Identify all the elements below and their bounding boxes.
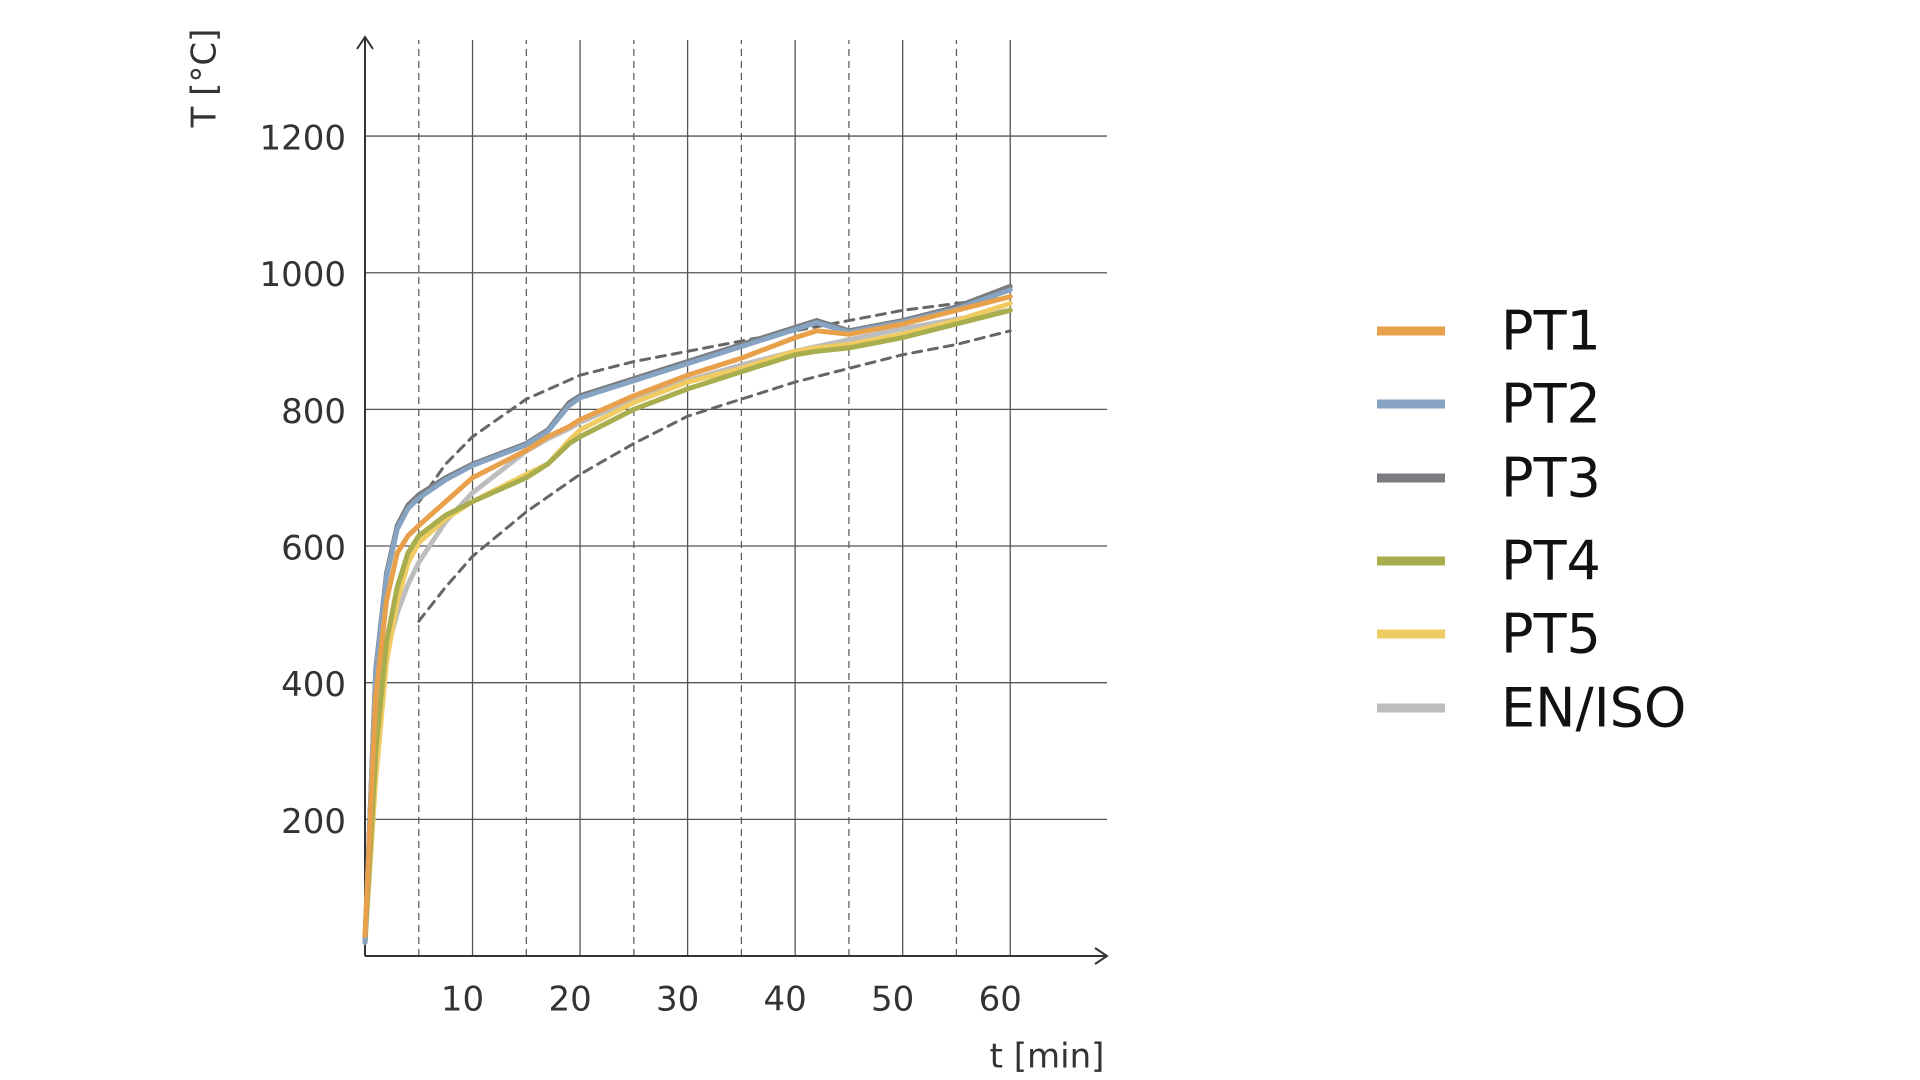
series-line (362, 300, 1013, 945)
x-tick-label: 10 (441, 980, 484, 1020)
tolerance-line (417, 295, 1012, 504)
x-tick-label: 50 (871, 980, 914, 1020)
legend-label: PT5 (1501, 603, 1601, 666)
x-axis-arrow (1094, 947, 1109, 965)
series-line (362, 294, 1013, 939)
x-axis-label: t [min] (990, 1037, 1105, 1077)
y-tick-label: 600 (281, 529, 346, 569)
y-tick-label: 200 (281, 802, 346, 842)
y-tick-label: 800 (281, 392, 346, 432)
legend-label: PT4 (1501, 530, 1601, 593)
legend-label: PT3 (1501, 447, 1601, 510)
legend-label: PT1 (1501, 300, 1601, 363)
y-tick-label: 1000 (259, 255, 346, 295)
legend-label: EN/ISO (1501, 677, 1686, 740)
y-axis-arrow (356, 35, 374, 50)
x-tick-label: 40 (764, 980, 807, 1020)
legend-label: PT2 (1501, 373, 1601, 436)
series-line (362, 287, 1013, 945)
x-tick-label: 20 (548, 980, 591, 1020)
x-tick-label: 60 (979, 980, 1022, 1020)
series-line (362, 307, 1013, 945)
y-axis-label: T [°C] (185, 29, 225, 129)
y-tick-label: 1200 (259, 119, 346, 159)
y-tick-label: 400 (281, 665, 346, 705)
x-tick-label: 30 (656, 980, 699, 1020)
tolerance-line (417, 329, 1012, 623)
